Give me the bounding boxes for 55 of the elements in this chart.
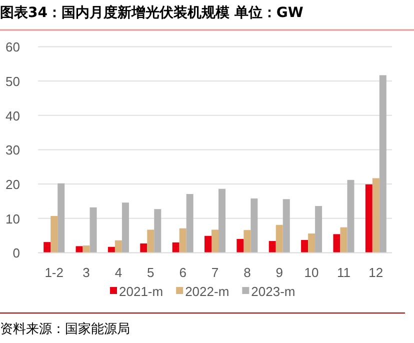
y-tick-label: 0 [12,246,20,261]
y-tick-label: 50 [6,74,20,90]
y-tick-label: 30 [6,142,20,158]
legend-label: 2023-m [251,284,296,299]
bar [347,180,354,253]
x-tick-label: 3 [82,265,90,280]
x-tick-label: 11 [336,265,350,280]
bar [276,224,283,253]
bar [90,207,97,253]
bar [301,240,308,253]
bar [140,243,148,253]
y-tick-label: 10 [6,211,20,226]
bar [76,246,83,253]
bar [308,233,316,253]
y-tick-label: 60 [6,40,20,55]
x-tick-label: 8 [244,265,251,280]
bar [114,240,122,253]
bar [147,230,154,253]
bar [379,75,386,253]
bar [82,245,90,253]
bar [44,242,51,253]
x-tick-label: 6 [179,265,186,280]
bar [58,183,65,253]
bar [154,209,162,253]
y-tick-label: 40 [6,108,20,124]
bar [315,206,322,253]
bar [212,230,218,253]
y-tick-label: 20 [6,177,20,192]
legend-label: 2022-m [185,284,230,299]
bar [236,238,244,253]
bar [333,234,340,253]
bar [122,202,129,253]
bar [218,188,226,253]
x-tick-label: 7 [211,265,219,280]
legend-label: 2021-m [119,284,164,299]
bar [340,227,348,253]
bar [372,178,380,253]
x-tick-label: 1-2 [44,265,64,280]
x-tick-label: 9 [276,265,283,280]
x-tick-label: 12 [368,265,384,280]
bar [204,236,212,253]
bar [250,198,258,253]
bar [172,242,180,253]
x-tick-label: 4 [114,265,122,280]
bar [365,184,372,253]
bar [179,228,186,253]
bar [244,230,251,253]
bar [50,216,58,253]
bar [268,241,276,253]
bar [282,199,290,253]
x-tick-label: 10 [304,265,319,280]
bar [186,194,194,253]
chart-title: 图表34：国内月度新增光伏装机规模 单位：GW [0,4,304,21]
x-tick-label: 5 [147,265,154,280]
text: 资料来源：国家能源局 [0,321,130,337]
